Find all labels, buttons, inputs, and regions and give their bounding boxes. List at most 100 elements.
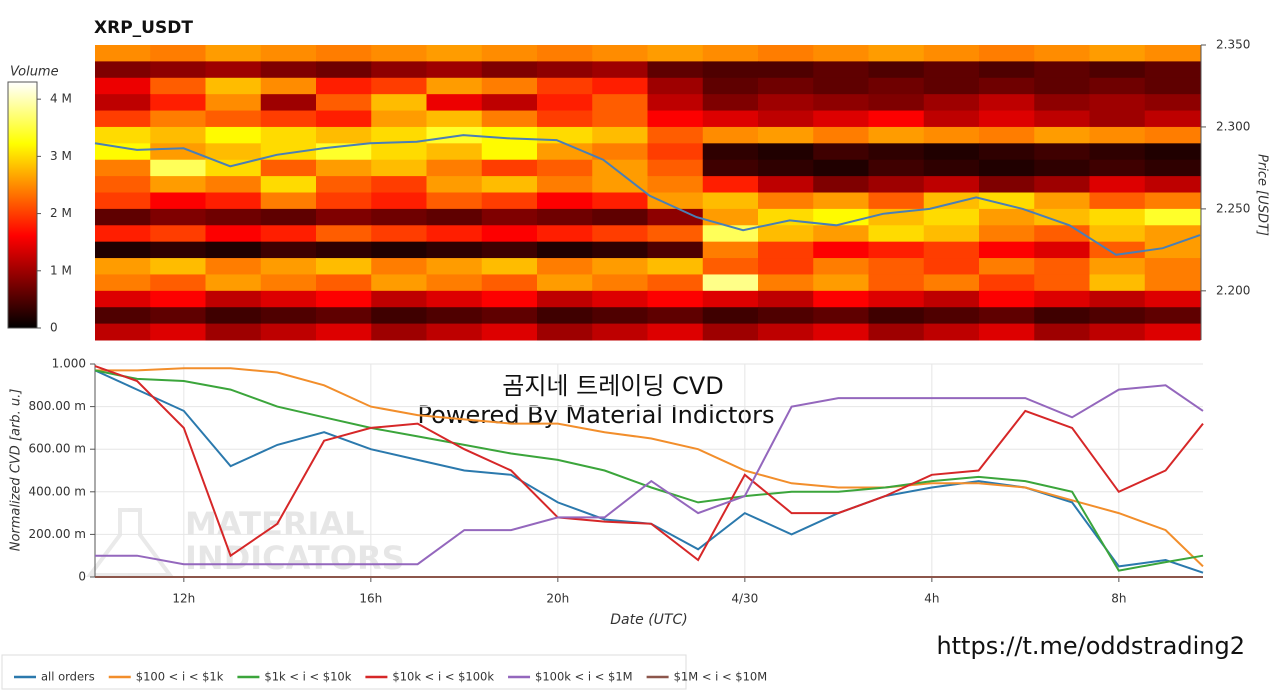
heatmap-cell [647, 126, 704, 144]
y-tick-label: 200.00 m [29, 527, 87, 541]
heatmap-cell [205, 110, 262, 128]
heatmap-cell [758, 208, 814, 226]
heatmap-cell [647, 143, 704, 161]
heatmap-cell [647, 159, 704, 177]
heatmap-cell [426, 45, 483, 62]
heatmap-cell [1089, 307, 1146, 325]
heatmap-cell [592, 290, 648, 308]
heatmap-cell [979, 77, 1035, 95]
heatmap-cell [647, 225, 704, 243]
heatmap-cell [481, 225, 538, 243]
heatmap-cell [702, 143, 759, 161]
x-tick-label: 4/30 [731, 592, 758, 606]
heatmap-cell [371, 110, 427, 128]
heatmap-cell [813, 241, 869, 259]
heatmap-cell [426, 307, 483, 325]
heatmap-cell [1089, 77, 1146, 95]
heatmap-cell [95, 258, 151, 275]
heatmap-cell [979, 143, 1035, 161]
link-text: https://t.me/oddstrading2 [936, 632, 1245, 660]
heatmap-cell [647, 290, 704, 308]
heatmap-cell [316, 94, 372, 112]
heatmap-cell [758, 241, 814, 259]
heatmap-cell [205, 323, 262, 341]
heatmap-cell [702, 110, 759, 128]
heatmap-cell [1089, 126, 1146, 144]
heatmap-cell [1034, 159, 1090, 177]
heatmap-cell [702, 241, 759, 259]
heatmap-cell [1089, 45, 1146, 62]
heatmap-cell [868, 258, 925, 275]
heatmap-cell [813, 176, 869, 193]
series-line [94, 369, 1204, 572]
heatmap-cell [150, 192, 206, 210]
heatmap-cell [1089, 110, 1146, 128]
heatmap-cell [260, 126, 317, 144]
heatmap-cell [592, 323, 648, 341]
heatmap-cell [702, 192, 759, 210]
heatmap-cell [316, 290, 372, 308]
heatmap-cell [702, 77, 759, 95]
heatmap-cell [868, 126, 925, 144]
heatmap-cell [537, 110, 593, 128]
x-tick-label: 8h [1111, 592, 1126, 606]
heatmap-cell [647, 176, 704, 193]
heatmap-cell [1034, 94, 1090, 112]
heatmap-cell [260, 290, 317, 308]
heatmap-cell [923, 323, 980, 341]
heatmap-cell [979, 176, 1035, 193]
heatmap-cell [95, 45, 151, 62]
heatmap-cell [868, 307, 925, 325]
heatmap-cell [150, 323, 206, 341]
heatmap-cell [1144, 77, 1201, 95]
heatmap-cell [537, 258, 593, 275]
heatmap-cell [1144, 323, 1201, 341]
heatmap-cell [1034, 258, 1090, 275]
heatmap-cell [1144, 307, 1201, 325]
heatmap-cell [1034, 323, 1090, 341]
heatmap-cell [758, 192, 814, 210]
heatmap-cell [1034, 77, 1090, 95]
heatmap-cell [371, 77, 427, 95]
heatmap-cell [1034, 45, 1090, 62]
heatmap-cell [205, 143, 262, 161]
heatmap-cell [260, 159, 317, 177]
heatmap-cell [260, 94, 317, 112]
heatmap-cell [481, 143, 538, 161]
heatmap-cell [426, 159, 483, 177]
heatmap-cell [95, 274, 151, 292]
heatmap-cell [260, 307, 317, 325]
heatmap-cell [371, 208, 427, 226]
heatmap-cell [150, 45, 206, 62]
heatmap-cell [371, 290, 427, 308]
heatmap-cell [923, 176, 980, 193]
heatmap-cell [95, 225, 151, 243]
x-axis-label: Date (UTC) [610, 612, 687, 628]
heatmap-cell [481, 290, 538, 308]
heatmap-cell [537, 176, 593, 193]
heatmap-cell [205, 241, 262, 259]
heatmap-cell [592, 274, 648, 292]
heatmap-cell [1034, 126, 1090, 144]
heatmap-cell [150, 208, 206, 226]
heatmap-cell [205, 45, 262, 62]
heatmap-cell [481, 274, 538, 292]
heatmap-cell [316, 241, 372, 259]
heatmap-cell [481, 126, 538, 144]
heatmap-cell [979, 323, 1035, 341]
heatmap-cell [1144, 290, 1201, 308]
heatmap-cell [923, 61, 980, 79]
heatmap-cell [150, 274, 206, 292]
heatmap-cell [537, 274, 593, 292]
heatmap-cell [426, 274, 483, 292]
heatmap-cell [260, 176, 317, 193]
heatmap-cell [979, 110, 1035, 128]
heatmap-cell [647, 258, 704, 275]
heatmap-cell [316, 258, 372, 275]
x-tick-label: 4h [924, 592, 939, 606]
heatmap-cell [1034, 307, 1090, 325]
heatmap-cell [979, 192, 1035, 210]
y-tick-label: 1.000 [52, 357, 86, 371]
heatmap-cell [150, 61, 206, 79]
heatmap-cell [702, 45, 759, 62]
